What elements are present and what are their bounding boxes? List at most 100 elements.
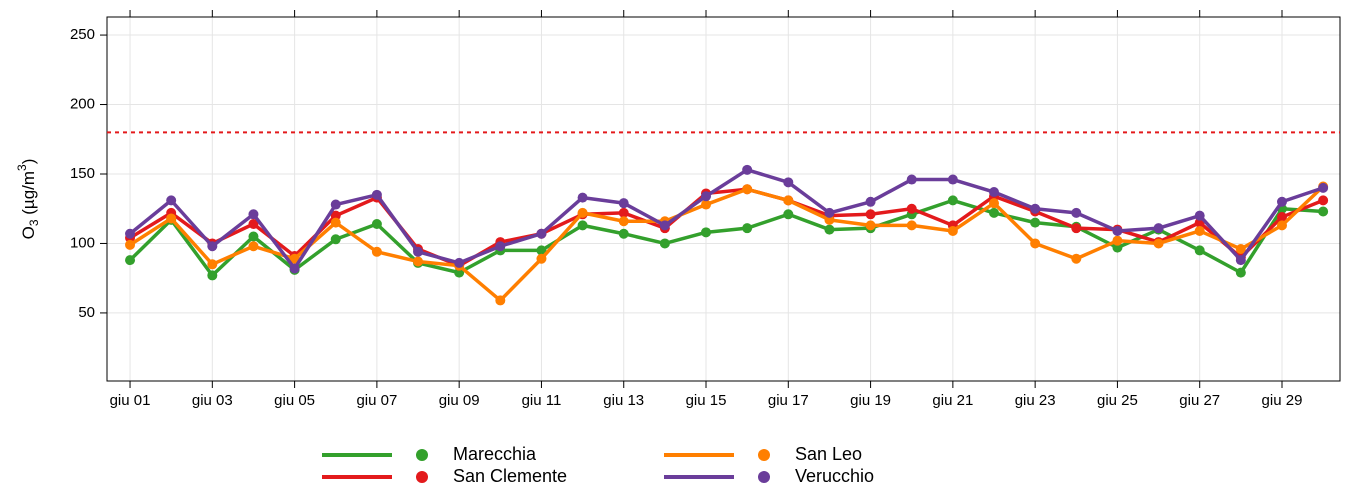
data-point — [1194, 210, 1205, 221]
data-point — [865, 220, 876, 231]
x-tick-label: giu 23 — [1015, 392, 1056, 409]
data-point — [1276, 196, 1287, 207]
y-tick-label: 150 — [70, 165, 95, 182]
data-point — [824, 207, 835, 218]
data-point — [701, 199, 712, 210]
y-tick-label: 200 — [70, 95, 95, 112]
x-tick-label: giu 11 — [522, 392, 562, 409]
data-point — [289, 263, 300, 274]
x-tick-label: giu 15 — [686, 392, 727, 409]
legend-label: San Leo — [795, 444, 862, 464]
data-point — [1194, 245, 1205, 256]
data-point — [166, 195, 177, 206]
x-tick-label: giu 05 — [274, 392, 315, 409]
data-point — [536, 253, 547, 264]
data-point — [207, 270, 218, 281]
legend-dot — [758, 449, 770, 461]
data-point — [207, 241, 218, 252]
data-point — [330, 210, 341, 221]
data-point — [1153, 238, 1164, 249]
series-line — [128, 168, 1324, 271]
y-axis-label: O3 (µg/m3) — [15, 159, 41, 240]
data-point — [1071, 223, 1082, 234]
data-point — [989, 187, 1000, 198]
data-point — [865, 196, 876, 207]
data-point — [330, 217, 341, 228]
data-point — [824, 224, 835, 235]
data-point — [1112, 225, 1123, 236]
legend-label: Verucchio — [795, 466, 874, 486]
data-point — [248, 219, 259, 230]
data-point — [1318, 195, 1329, 206]
data-point — [1318, 182, 1329, 193]
x-tick-label: giu 21 — [932, 392, 973, 409]
data-point — [1030, 217, 1041, 228]
data-point — [701, 191, 712, 202]
data-point — [742, 184, 753, 195]
legend-label: San Clemente — [453, 466, 567, 486]
data-point — [1318, 206, 1329, 217]
y-label-sup: 3 — [15, 164, 29, 171]
x-tick-label: giu 01 — [110, 392, 151, 409]
data-point — [989, 207, 1000, 218]
data-point — [371, 246, 382, 257]
data-point — [125, 239, 136, 250]
x-tick-label: giu 07 — [356, 392, 397, 409]
data-point — [906, 203, 917, 214]
data-point — [1112, 242, 1123, 253]
data-point — [330, 234, 341, 245]
data-point — [618, 207, 629, 218]
data-point — [783, 177, 794, 188]
data-point — [783, 209, 794, 220]
data-point — [248, 231, 259, 242]
legend-dot — [758, 471, 770, 483]
data-point — [906, 220, 917, 231]
data-point — [371, 219, 382, 230]
plot-frame — [106, 16, 1341, 382]
data-point — [536, 228, 547, 239]
data-point — [454, 267, 465, 278]
x-tick-label: giu 29 — [1262, 392, 1303, 409]
series-line — [128, 198, 1324, 278]
data-point — [1030, 238, 1041, 249]
x-tick-label: giu 03 — [192, 392, 233, 409]
data-point — [906, 174, 917, 185]
y-label-sub: 3 — [27, 219, 41, 226]
data-point — [659, 220, 670, 231]
data-point — [783, 195, 794, 206]
data-point — [1071, 207, 1082, 218]
data-point — [1112, 235, 1123, 246]
y-label-part: (µg/m — [19, 171, 38, 220]
data-point — [371, 189, 382, 200]
data-point — [865, 209, 876, 220]
data-point — [1153, 223, 1164, 234]
data-point — [125, 228, 136, 239]
data-point — [989, 198, 1000, 209]
legend-label: Marecchia — [453, 444, 537, 464]
y-label-part: O — [19, 226, 38, 239]
data-point — [618, 216, 629, 227]
data-point — [577, 207, 588, 218]
data-point — [1276, 212, 1287, 223]
data-point — [1235, 255, 1246, 266]
data-point — [742, 164, 753, 175]
data-point — [166, 213, 177, 224]
data-point — [1030, 203, 1041, 214]
data-point — [207, 259, 218, 270]
data-point — [577, 220, 588, 231]
data-point — [659, 238, 670, 249]
data-point — [1235, 267, 1246, 278]
data-point — [495, 241, 506, 252]
x-tick-label: giu 25 — [1097, 392, 1138, 409]
data-point — [289, 253, 300, 264]
y-tick-label: 250 — [70, 26, 95, 43]
data-point — [618, 228, 629, 239]
y-tick-label: 100 — [70, 234, 95, 251]
data-point — [1194, 225, 1205, 236]
data-point — [125, 255, 136, 266]
data-point — [701, 227, 712, 238]
legend-dot — [416, 471, 428, 483]
legend-dot — [416, 449, 428, 461]
data-point — [618, 198, 629, 209]
